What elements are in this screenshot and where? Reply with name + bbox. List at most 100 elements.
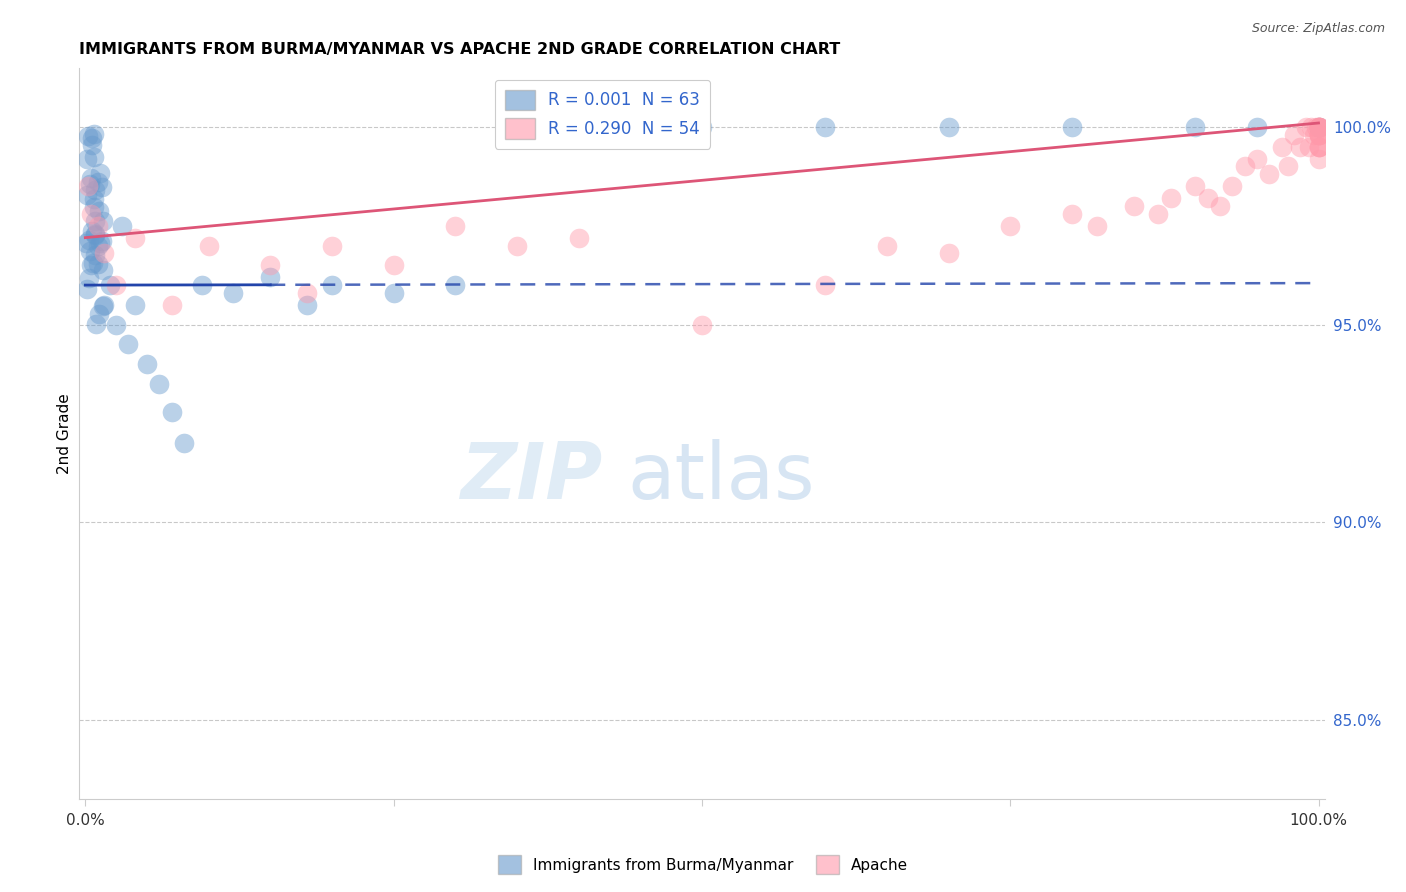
Point bbox=[84, 228, 107, 243]
Point bbox=[1295, 120, 1317, 134]
Point bbox=[89, 235, 111, 250]
Legend: R = 0.001  N = 63, R = 0.290  N = 54: R = 0.001 N = 63, R = 0.290 N = 54 bbox=[495, 79, 710, 149]
Point bbox=[1184, 120, 1206, 134]
Point bbox=[297, 298, 319, 312]
Point bbox=[89, 166, 111, 180]
Point bbox=[1060, 120, 1083, 134]
Point bbox=[1270, 139, 1292, 153]
Point bbox=[80, 207, 103, 221]
Point bbox=[1085, 219, 1108, 233]
Point bbox=[91, 299, 114, 313]
Point bbox=[1160, 191, 1182, 205]
Point bbox=[173, 436, 195, 450]
Text: IMMIGRANTS FROM BURMA/MYANMAR VS APACHE 2ND GRADE CORRELATION CHART: IMMIGRANTS FROM BURMA/MYANMAR VS APACHE … bbox=[79, 42, 841, 57]
Point bbox=[93, 246, 115, 260]
Point bbox=[1308, 120, 1330, 134]
Point bbox=[79, 244, 101, 259]
Text: Source: ZipAtlas.com: Source: ZipAtlas.com bbox=[1251, 22, 1385, 36]
Point bbox=[814, 278, 837, 293]
Point bbox=[1289, 139, 1312, 153]
Point bbox=[80, 224, 103, 238]
Point bbox=[105, 318, 128, 332]
Point bbox=[1147, 207, 1170, 221]
Point bbox=[76, 179, 98, 194]
Point bbox=[77, 233, 100, 247]
Point bbox=[321, 238, 343, 252]
Point bbox=[222, 285, 245, 300]
Point bbox=[1197, 191, 1219, 205]
Point bbox=[297, 285, 319, 300]
Point bbox=[1060, 207, 1083, 221]
Point bbox=[76, 128, 98, 143]
Point bbox=[1301, 120, 1323, 134]
Point bbox=[82, 138, 104, 153]
Point bbox=[938, 246, 960, 260]
Point bbox=[1308, 120, 1330, 134]
Point bbox=[197, 238, 219, 252]
Point bbox=[1308, 128, 1330, 142]
Point bbox=[86, 219, 108, 233]
Point bbox=[124, 298, 146, 312]
Point bbox=[568, 120, 591, 134]
Point bbox=[998, 219, 1021, 233]
Point bbox=[91, 214, 114, 228]
Point bbox=[160, 298, 183, 312]
Point bbox=[111, 219, 134, 233]
Point bbox=[1282, 128, 1305, 142]
Point bbox=[876, 238, 898, 252]
Point bbox=[506, 120, 529, 134]
Point bbox=[83, 150, 105, 164]
Point bbox=[77, 271, 100, 285]
Point bbox=[1298, 139, 1320, 153]
Y-axis label: 2nd Grade: 2nd Grade bbox=[58, 393, 72, 474]
Point bbox=[1246, 152, 1268, 166]
Point bbox=[93, 298, 115, 312]
Point bbox=[1184, 179, 1206, 194]
Point bbox=[506, 238, 529, 252]
Point bbox=[690, 318, 713, 332]
Point bbox=[1308, 128, 1330, 142]
Point bbox=[82, 255, 104, 269]
Point bbox=[79, 178, 101, 192]
Point bbox=[83, 248, 105, 262]
Point bbox=[124, 230, 146, 244]
Point bbox=[1308, 120, 1330, 134]
Point bbox=[1258, 168, 1281, 182]
Point bbox=[75, 235, 97, 250]
Point bbox=[444, 219, 467, 233]
Point bbox=[568, 230, 591, 244]
Point bbox=[191, 278, 214, 293]
Point bbox=[84, 183, 107, 197]
Point bbox=[814, 120, 837, 134]
Point bbox=[1302, 128, 1324, 142]
Point bbox=[1308, 120, 1330, 134]
Point bbox=[76, 152, 98, 166]
Point bbox=[1308, 120, 1330, 134]
Point bbox=[1308, 139, 1330, 153]
Point bbox=[1277, 160, 1299, 174]
Point bbox=[91, 180, 114, 194]
Text: atlas: atlas bbox=[627, 439, 814, 516]
Point bbox=[98, 278, 121, 293]
Point bbox=[1308, 128, 1330, 142]
Point bbox=[1308, 139, 1330, 153]
Point bbox=[83, 127, 105, 141]
Point bbox=[1308, 152, 1330, 166]
Point bbox=[76, 282, 98, 296]
Point bbox=[382, 285, 405, 300]
Point bbox=[79, 171, 101, 186]
Point bbox=[1220, 179, 1243, 194]
Point bbox=[105, 278, 128, 293]
Point bbox=[87, 204, 110, 219]
Point bbox=[91, 234, 114, 248]
Point bbox=[148, 376, 170, 391]
Point bbox=[1305, 120, 1327, 134]
Point bbox=[86, 318, 108, 332]
Point bbox=[1233, 160, 1256, 174]
Point bbox=[117, 337, 139, 351]
Point bbox=[136, 357, 159, 371]
Point bbox=[321, 278, 343, 293]
Point bbox=[86, 256, 108, 270]
Point bbox=[93, 263, 115, 277]
Legend: Immigrants from Burma/Myanmar, Apache: Immigrants from Burma/Myanmar, Apache bbox=[492, 849, 914, 880]
